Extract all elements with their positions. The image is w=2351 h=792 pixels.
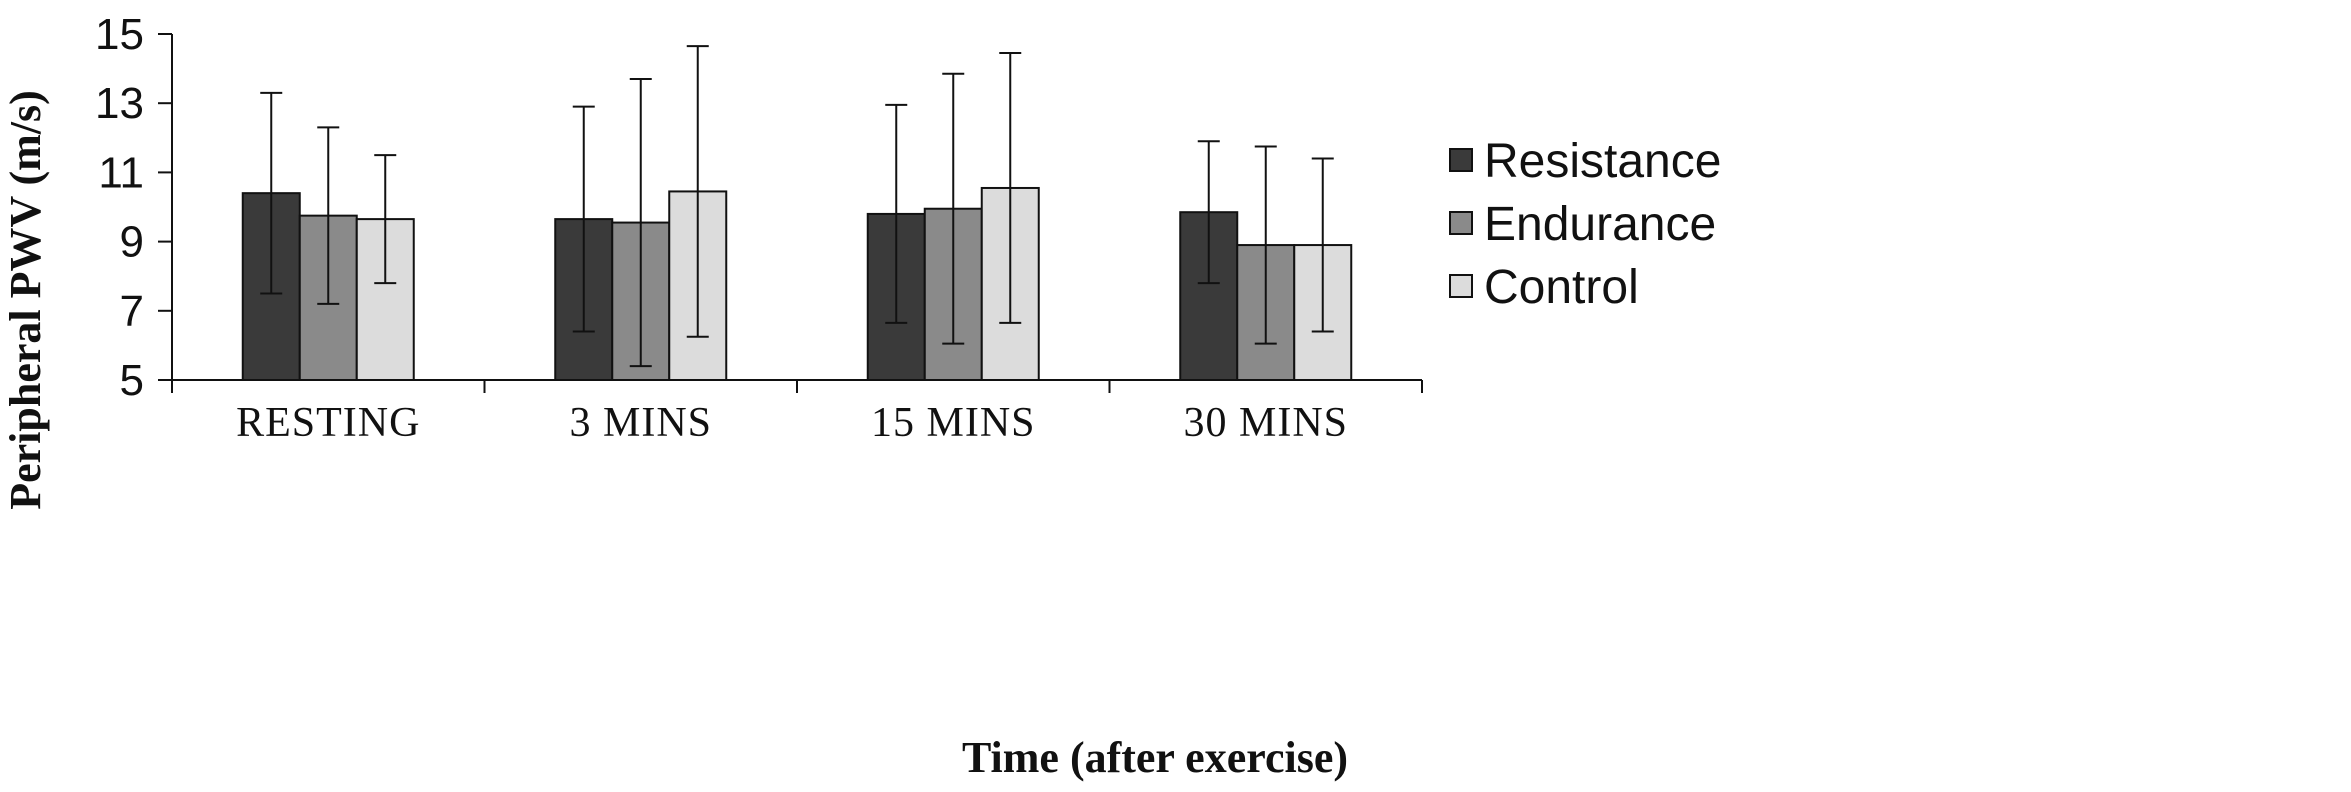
legend-swatch xyxy=(1449,211,1473,235)
y-axis-title: Peripheral PWV (m/s) xyxy=(1,90,50,510)
error-bar-endurance xyxy=(942,72,965,345)
y-tick-label: 5 xyxy=(120,356,144,405)
legend-swatch xyxy=(1449,148,1473,172)
y-tick-label: 7 xyxy=(120,287,144,336)
legend: Resistance Endurance Control xyxy=(1449,135,1721,314)
error-bar-endurance xyxy=(1254,145,1277,345)
x-axis-labels: RESTING 3 MINS 15 MINS 30 MINS xyxy=(236,400,1348,446)
y-tick-label: 11 xyxy=(98,148,144,197)
legend-item-endurance: Endurance xyxy=(1449,198,1716,251)
bar-group xyxy=(241,186,1353,381)
error-bar-control xyxy=(1311,157,1334,333)
error-bar-control xyxy=(686,45,709,338)
legend-swatch xyxy=(1449,274,1473,298)
y-axis-ticks: 5 7 9 11 13 15 xyxy=(95,10,172,405)
x-tick-label: RESTING xyxy=(236,400,420,446)
legend-item-control: Control xyxy=(1449,261,1639,314)
y-tick-label: 9 xyxy=(120,218,144,267)
error-bar-resistance xyxy=(260,91,283,295)
error-bar-resistance xyxy=(572,105,595,333)
legend-label: Control xyxy=(1484,261,1639,314)
y-tick-label: 13 xyxy=(95,79,144,128)
error-bar-control xyxy=(374,154,397,285)
error-bar-resistance xyxy=(885,103,908,324)
x-tick-label: 3 MINS xyxy=(569,400,712,446)
error-bar-resistance xyxy=(1197,140,1220,285)
legend-label: Resistance xyxy=(1484,135,1721,188)
error-bar-endurance xyxy=(629,77,652,368)
axes xyxy=(171,34,1423,393)
y-tick-label: 15 xyxy=(95,10,144,59)
error-bar-group xyxy=(260,45,1334,368)
legend-label: Endurance xyxy=(1484,198,1716,251)
x-axis-title: Time (after exercise) xyxy=(962,733,1348,782)
legend-item-resistance: Resistance xyxy=(1449,135,1721,188)
error-bar-control xyxy=(999,52,1022,324)
x-tick-label: 30 MINS xyxy=(1183,400,1348,446)
error-bar-endurance xyxy=(317,126,340,305)
x-tick-label: 15 MINS xyxy=(871,400,1036,446)
